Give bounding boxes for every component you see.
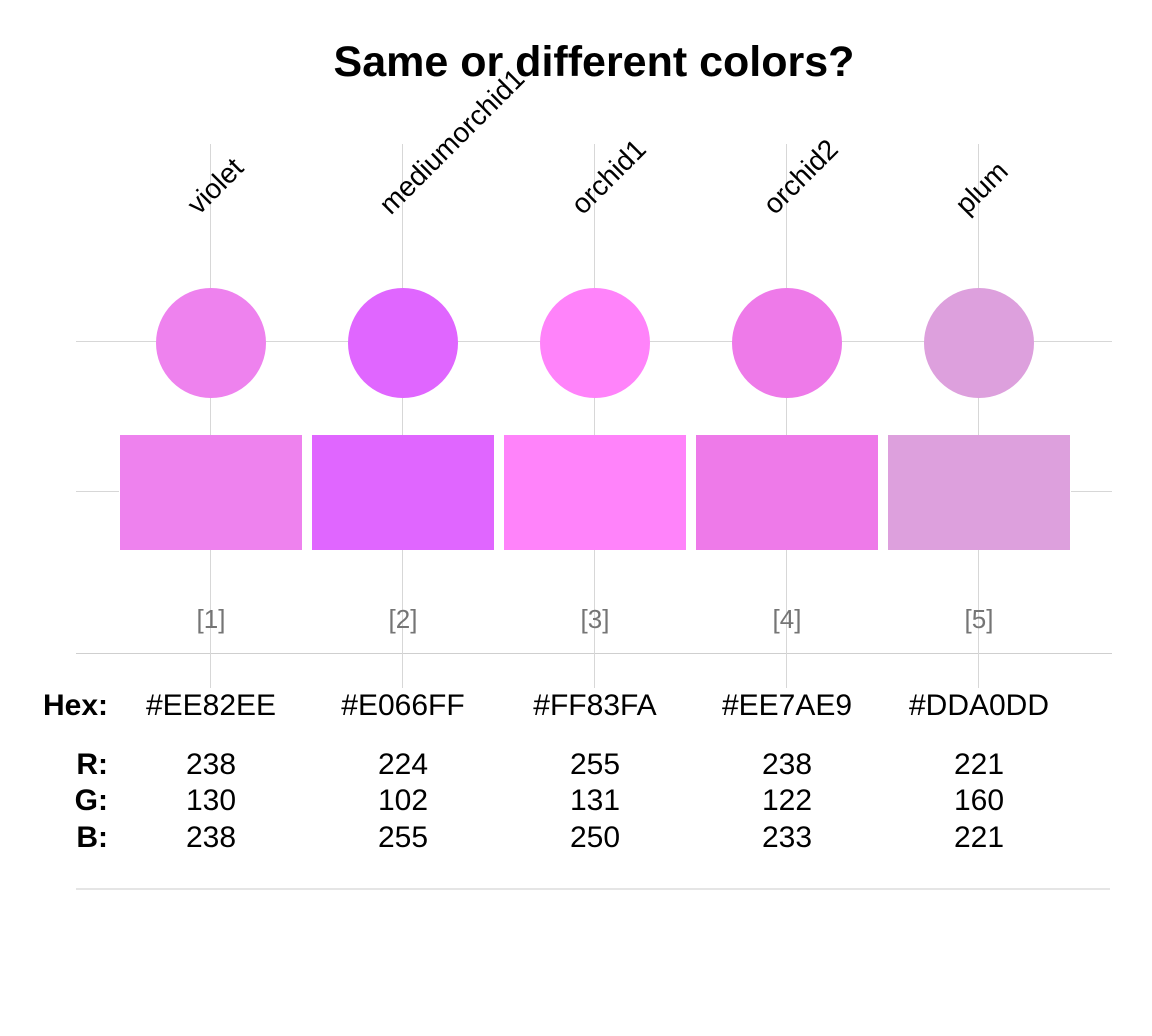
index-label: [1] (196, 604, 226, 634)
color-name-label: plum (949, 155, 1014, 220)
column-gridline (402, 144, 403, 688)
color-rect-swatch (312, 435, 494, 550)
blue-value: 221 (953, 821, 1005, 854)
color-column: plum [5] #DDA0DD 221 160 221 (883, 0, 1075, 1036)
red-value: 238 (761, 748, 813, 781)
color-name-label: orchid1 (565, 133, 652, 220)
blue-value: 238 (185, 821, 237, 854)
red-value: 238 (185, 748, 237, 781)
column-gridline (978, 144, 979, 688)
color-rect-swatch (888, 435, 1070, 550)
column-gridline (786, 144, 787, 688)
color-column: orchid1 [3] #FF83FA 255 131 250 (499, 0, 691, 1036)
color-circle-swatch (348, 288, 458, 398)
hex-value: #E066FF (341, 689, 465, 722)
green-value: 130 (185, 784, 237, 817)
hex-value: #EE82EE (145, 689, 277, 722)
green-value: 122 (761, 784, 813, 817)
red-value: 224 (377, 748, 429, 781)
red-value: 221 (953, 748, 1005, 781)
blue-value: 233 (761, 821, 813, 854)
hex-value: #EE7AE9 (721, 689, 853, 722)
color-circle-swatch (924, 288, 1034, 398)
rect-row-gridline-left (76, 491, 119, 492)
color-circle-swatch (156, 288, 266, 398)
color-column: violet [1] #EE82EE 238 130 238 (115, 0, 307, 1036)
blue-value: 255 (377, 821, 429, 854)
bottom-rule (76, 888, 1110, 890)
column-gridline (594, 144, 595, 688)
hex-row-label: Hex: (42, 689, 108, 722)
color-rect-swatch (120, 435, 302, 550)
plot-title: Same or different colors? (333, 38, 855, 86)
color-name-label: orchid2 (757, 133, 844, 220)
column-gridline (210, 144, 211, 688)
red-row-label: R: (76, 748, 108, 781)
color-rect-swatch (696, 435, 878, 550)
hex-value: #DDA0DD (908, 689, 1050, 722)
color-circle-swatch (540, 288, 650, 398)
color-rect-swatch (504, 435, 686, 550)
green-value: 160 (953, 784, 1005, 817)
green-value: 131 (569, 784, 621, 817)
index-label: [5] (964, 604, 994, 634)
color-column: orchid2 [4] #EE7AE9 238 122 233 (691, 0, 883, 1036)
color-column: mediumorchid1 [2] #E066FF 224 102 255 (307, 0, 530, 1036)
index-label: [3] (580, 604, 610, 634)
blue-value: 250 (569, 821, 621, 854)
hex-value: #FF83FA (533, 689, 657, 722)
index-label: [2] (388, 604, 418, 634)
index-label: [4] (772, 604, 802, 634)
rect-row-gridline-right (1071, 491, 1112, 492)
blue-row-label: B: (76, 821, 108, 854)
color-name-label: violet (181, 151, 250, 220)
green-row-label: G: (74, 784, 108, 817)
red-value: 255 (569, 748, 621, 781)
color-circle-swatch (732, 288, 842, 398)
green-value: 102 (377, 784, 429, 817)
